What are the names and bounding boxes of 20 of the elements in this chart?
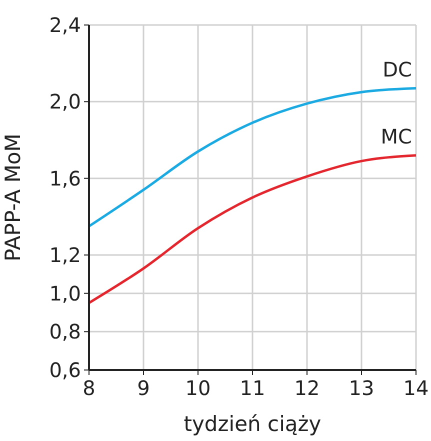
series-label: MC — [380, 124, 412, 148]
x-tick-label: 9 — [137, 376, 150, 400]
y-axis-title: PAPP-A MoM — [1, 134, 25, 262]
series-label: DC — [382, 57, 412, 82]
y-tick-label: 1,0 — [49, 281, 81, 306]
x-tick-label: 11 — [240, 376, 266, 400]
y-tick-label: 0,8 — [49, 320, 81, 344]
y-tick-label: 0,6 — [49, 358, 81, 382]
line-series — [88, 154, 418, 304]
x-tick-label: 8 — [82, 376, 96, 400]
line-series — [88, 87, 418, 228]
x-tick-label: 10 — [185, 376, 211, 400]
x-tick-label: 14 — [403, 376, 429, 400]
x-tick-label: 13 — [348, 376, 374, 400]
x-axis-title: tydzień ciąży — [184, 412, 322, 436]
y-tick-label: 1,6 — [49, 166, 81, 190]
y-tick-label: 1,2 — [49, 243, 81, 267]
y-tick-label: 2,0 — [49, 90, 81, 114]
x-tick-label: 12 — [294, 376, 320, 400]
y-tick-label: 2,4 — [49, 13, 81, 37]
